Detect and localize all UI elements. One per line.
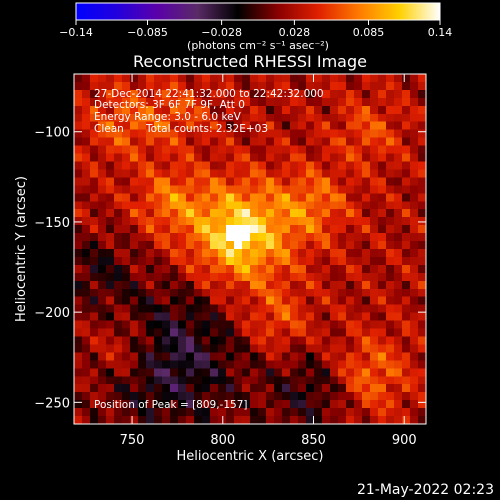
y-tick-label: −250	[34, 396, 70, 411]
y-tick-label: −100	[34, 126, 70, 141]
annotation-detectors: Detectors: 3F 6F 7F 9F, Att 0	[94, 99, 245, 111]
chart-title: Reconstructed RHESSI Image	[133, 52, 367, 71]
colorbar-units: (photons cm⁻² s⁻¹ asec⁻²)	[187, 39, 329, 52]
colorbar-tick-label: 0.14	[428, 26, 453, 39]
annotations: 27-Dec-2014 22:41:32.000 to 22:42:32.000…	[94, 88, 324, 411]
footer-timestamp: 21-May-2022 02:23	[357, 482, 494, 498]
colorbar-tick-label: −0.14	[59, 26, 93, 39]
x-tick-label: 900	[392, 433, 417, 448]
annotation-clean: Clean	[94, 123, 124, 135]
heatmap-image	[74, 74, 426, 424]
colorbar-ticks: −0.14 −0.085 −0.028 0.028 0.085 0.14	[59, 20, 452, 39]
x-axis: 750 800 850 900	[120, 74, 417, 448]
plot-area	[73, 73, 427, 425]
colorbar-tick-label: 0.085	[353, 26, 385, 39]
annotation-energy: Energy Range: 3.0 - 6.0 keV	[94, 111, 242, 123]
colorbar-tick-label: −0.028	[201, 26, 242, 39]
annotation-time-range: 27-Dec-2014 22:41:32.000 to 22:42:32.000	[94, 88, 324, 100]
x-tick-label: 800	[210, 433, 235, 448]
y-tick-label: −150	[34, 216, 70, 231]
y-tick-label: −200	[34, 306, 70, 321]
plot-frame	[73, 73, 427, 425]
colorbar-tick-label: −0.085	[127, 26, 168, 39]
x-tick-label: 750	[120, 433, 145, 448]
colorbar: −0.14 −0.085 −0.028 0.028 0.085 0.14 (photons…	[59, 2, 452, 52]
annotation-total-counts: Total counts: 2.32E+03	[145, 123, 268, 135]
colorbar-tick-label: 0.028	[279, 26, 311, 39]
y-axis: −100 −150 −200 −250	[34, 126, 426, 411]
y-axis-label: Heliocentric Y (arcsec)	[14, 176, 29, 322]
colorbar-gradient	[75, 2, 441, 21]
annotation-peak-position: Position of Peak = [809,-157]	[94, 399, 248, 411]
x-tick-label: 850	[301, 433, 326, 448]
x-axis-label: Heliocentric X (arcsec)	[177, 449, 324, 464]
